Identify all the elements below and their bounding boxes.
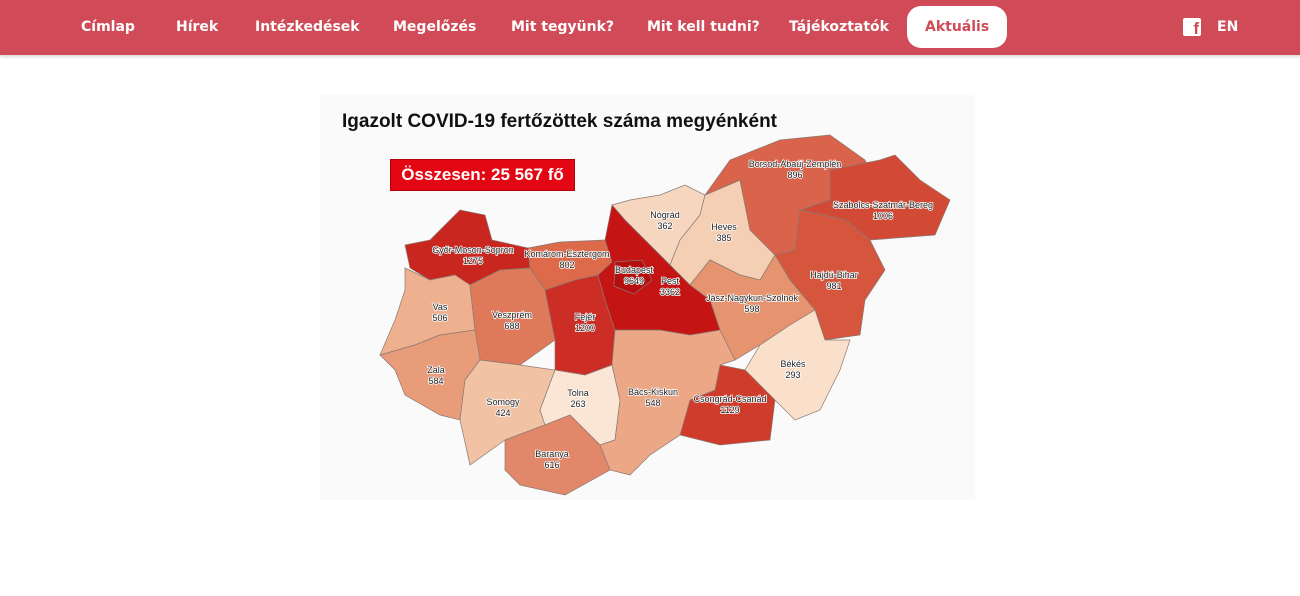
county-value-label: 9649 — [624, 276, 644, 286]
facebook-icon[interactable]: f — [1183, 18, 1201, 36]
county-value-label: 1275 — [463, 256, 483, 266]
county-value-label: 584 — [428, 376, 443, 386]
county-value-label: 362 — [657, 221, 672, 231]
county-value-label: 506 — [432, 313, 447, 323]
county-name-label: Hajdú-Bihar — [810, 270, 858, 280]
county-name-label: Fejér — [575, 312, 596, 322]
county-value-label: 424 — [495, 408, 510, 418]
county-value-label: 1006 — [873, 211, 893, 221]
county-name-label: Somogy — [486, 397, 520, 407]
county-value-label: 981 — [826, 281, 841, 291]
county-pest — [597, 204, 721, 336]
county-value-label: 802 — [559, 260, 574, 270]
county-name-label: Győr-Moson-Sopron — [432, 245, 514, 255]
nav-intezkedesek[interactable]: Intézkedések — [255, 19, 360, 35]
county-hajd-bihar — [774, 209, 886, 341]
county-value-label: 688 — [504, 321, 519, 331]
county-name-label: Pest — [661, 276, 680, 286]
nav-hirek[interactable]: Hírek — [176, 19, 219, 35]
map-title: Igazolt COVID-19 fertőzöttek száma megyé… — [342, 111, 777, 132]
county-value-label: 1200 — [575, 323, 595, 333]
county-name-label: Komárom-Esztergom — [524, 249, 609, 259]
county-value-label: 263 — [570, 399, 585, 409]
county-name-label: Baranya — [535, 449, 569, 459]
nav-mit-tegyunk[interactable]: Mit tegyünk? — [511, 19, 614, 35]
county-budapest — [613, 259, 653, 295]
county-name-label: Veszprém — [492, 310, 532, 320]
county-name-label: Csongrád-Csanád — [693, 394, 766, 404]
county-value-label: 3362 — [660, 287, 680, 297]
nav-aktualis[interactable]: Aktuális — [907, 6, 1008, 48]
county-name-label: Borsod-Abaúj-Zemplén — [749, 159, 842, 169]
total-cases-badge: Összesen: 25 567 fő — [390, 159, 575, 191]
county-name-label: Heves — [711, 222, 737, 232]
county-value-label: 616 — [544, 460, 559, 470]
county-name-label: Jász-Nagykun-Szolnok — [706, 293, 799, 303]
county-value-label: 598 — [744, 304, 759, 314]
county-name-label: Zala — [427, 365, 445, 375]
county-name-label: Bács-Kiskun — [628, 387, 678, 397]
covid-county-map: Győr-Moson-Sopron 1275 Komárom-Esztergom 80… — [320, 95, 975, 500]
county-value-label: 385 — [716, 233, 731, 243]
county-value-label: 896 — [787, 170, 802, 180]
county-szabolcs-szatm-r-bereg — [798, 154, 951, 241]
county-name-label: Tolna — [567, 388, 589, 398]
county-name-label: Békés — [780, 359, 806, 369]
top-navigation: Címlap Hírek Intézkedések Megelőzés Mit … — [0, 0, 1300, 55]
county-name-label: Budapest — [615, 265, 654, 275]
county-value-label: 293 — [785, 370, 800, 380]
county-name-label: Vas — [433, 302, 448, 312]
nav-megelozes[interactable]: Megelőzés — [393, 19, 477, 35]
nav-tajekoztatok[interactable]: Tájékoztatók — [789, 19, 889, 35]
language-switch[interactable]: EN — [1217, 19, 1239, 35]
county-value-label: 548 — [645, 398, 660, 408]
county-name-label: Szabolcs-Szatmár-Bereg — [833, 200, 933, 210]
county-value-label: 1129 — [720, 405, 739, 415]
nav-cimlap[interactable]: Címlap — [81, 19, 135, 35]
county-name-label: Nógrád — [650, 210, 680, 220]
nav-mit-kell-tudni[interactable]: Mit kell tudni? — [647, 19, 760, 35]
